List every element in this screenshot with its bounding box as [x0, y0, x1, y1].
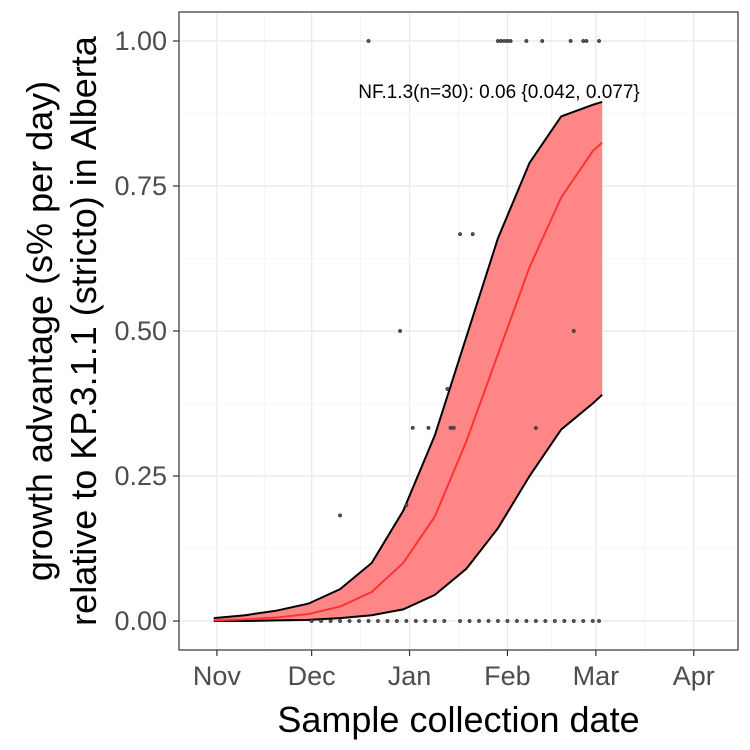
upper-bound-line — [213, 100, 603, 620]
data-point — [319, 619, 324, 623]
data-point — [328, 619, 333, 623]
confidence-band — [213, 100, 603, 622]
data-point — [505, 39, 510, 43]
confidence-band-area — [213, 101, 603, 621]
x-tick-label: Mar — [573, 661, 620, 691]
data-point — [366, 39, 371, 43]
data-point — [524, 39, 529, 43]
lower-bound-line — [213, 394, 603, 622]
data-point — [552, 619, 557, 623]
data-point — [597, 39, 601, 43]
data-points — [309, 39, 601, 623]
y-tick-label: 0.00 — [114, 606, 167, 636]
data-point — [533, 619, 538, 623]
y-axis-ticks: 0.00 0.25 0.50 0.75 1.00 — [114, 26, 179, 636]
data-point — [338, 513, 342, 518]
y-tick-label: 0.50 — [114, 316, 167, 346]
data-point — [496, 39, 500, 43]
data-point — [458, 619, 462, 623]
data-point — [505, 619, 510, 623]
data-point — [524, 619, 529, 623]
data-point — [445, 387, 450, 391]
data-point — [477, 619, 481, 623]
growth-annotation: NF.1.3(n=30): 0.06 {0.042, 0.077} — [358, 82, 640, 103]
data-point — [413, 619, 418, 623]
data-point — [597, 619, 601, 623]
data-point — [562, 619, 567, 623]
data-point — [376, 619, 380, 623]
data-point — [571, 329, 576, 333]
data-point — [581, 619, 586, 623]
data-point — [385, 619, 390, 623]
data-point — [458, 232, 462, 237]
y-tick-label: 0.75 — [114, 171, 167, 201]
data-point — [338, 619, 342, 623]
x-tick-label: Nov — [193, 661, 242, 691]
data-point — [395, 619, 399, 623]
y-axis-title-line-2: relative to KP.3.1.1 (stricto) in Albert… — [63, 35, 104, 626]
data-point — [486, 619, 491, 623]
data-point — [515, 619, 519, 623]
y-tick-label: 0.25 — [114, 461, 167, 491]
y-axis-title-line-1: growth advantage (s% per day) — [19, 81, 60, 581]
data-point — [442, 619, 447, 623]
data-point — [398, 329, 402, 333]
data-point — [496, 619, 500, 623]
data-point — [404, 619, 409, 623]
data-point — [590, 619, 595, 623]
y-tick-label: 1.00 — [114, 26, 167, 56]
data-point — [571, 619, 576, 623]
data-point — [502, 39, 507, 43]
data-point — [448, 425, 453, 430]
x-axis-title: Sample collection date — [277, 699, 639, 740]
data-point — [470, 232, 475, 237]
data-point — [347, 619, 352, 623]
data-point — [426, 425, 431, 430]
data-point — [467, 619, 472, 623]
data-point — [451, 425, 456, 430]
data-point — [533, 425, 538, 430]
x-tick-label: Dec — [288, 661, 336, 691]
data-point — [540, 39, 545, 43]
x-tick-label: Jan — [388, 661, 432, 691]
x-tick-label: Feb — [484, 661, 531, 691]
data-point — [584, 39, 589, 43]
data-point — [568, 39, 573, 43]
data-point — [581, 39, 586, 43]
x-axis-ticks: Nov Dec Jan Feb Mar Apr — [193, 650, 715, 691]
data-point — [410, 425, 415, 430]
data-point — [309, 619, 314, 623]
data-point — [357, 619, 361, 623]
fit-line — [213, 141, 603, 622]
data-point — [543, 619, 548, 623]
data-point — [508, 39, 513, 43]
data-point — [499, 39, 504, 43]
data-point — [423, 619, 428, 623]
x-tick-label: Apr — [673, 661, 715, 691]
data-point — [432, 619, 437, 623]
data-point — [366, 619, 371, 623]
data-point — [404, 503, 409, 507]
